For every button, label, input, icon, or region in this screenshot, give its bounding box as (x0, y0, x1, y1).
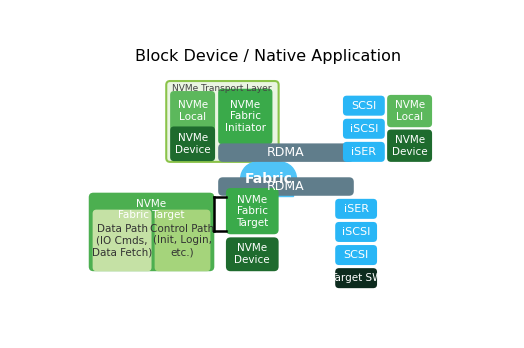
FancyBboxPatch shape (218, 177, 354, 196)
Circle shape (255, 159, 282, 187)
Text: iSCSI: iSCSI (342, 227, 370, 237)
Text: Target SW: Target SW (330, 273, 383, 283)
FancyBboxPatch shape (335, 222, 377, 242)
Text: iSER: iSER (344, 204, 368, 214)
FancyBboxPatch shape (218, 143, 354, 162)
Circle shape (241, 162, 275, 196)
Text: SCSI: SCSI (351, 101, 377, 111)
Text: NVMe
Fabric Target: NVMe Fabric Target (118, 199, 185, 220)
FancyBboxPatch shape (387, 129, 432, 162)
Text: SCSI: SCSI (344, 250, 369, 260)
FancyBboxPatch shape (170, 91, 215, 131)
FancyBboxPatch shape (335, 268, 377, 288)
Text: iSER: iSER (352, 147, 376, 157)
Text: Block Device / Native Application: Block Device / Native Application (136, 49, 401, 64)
FancyBboxPatch shape (335, 245, 377, 265)
Circle shape (263, 162, 297, 196)
Text: NVMe
Local: NVMe Local (178, 100, 208, 122)
FancyBboxPatch shape (226, 188, 279, 234)
Text: Data Path
(IO Cmds,
Data Fetch): Data Path (IO Cmds, Data Fetch) (92, 224, 152, 257)
FancyBboxPatch shape (335, 199, 377, 219)
FancyBboxPatch shape (218, 89, 272, 144)
Circle shape (239, 174, 261, 196)
Text: NVMe Transport Layer: NVMe Transport Layer (172, 84, 272, 93)
Text: Control Path
(Init, Login,
etc.): Control Path (Init, Login, etc.) (150, 224, 215, 257)
Text: NVMe
Fabric
Initiator: NVMe Fabric Initiator (225, 100, 266, 133)
FancyBboxPatch shape (93, 209, 151, 271)
Text: NVMe
Local: NVMe Local (395, 100, 424, 122)
Circle shape (276, 174, 298, 196)
Text: RDMA: RDMA (267, 146, 305, 159)
Text: iSCSI: iSCSI (350, 124, 378, 134)
FancyBboxPatch shape (170, 126, 215, 161)
FancyBboxPatch shape (343, 119, 385, 139)
FancyBboxPatch shape (387, 95, 432, 127)
Text: NVMe
Device: NVMe Device (234, 244, 270, 265)
Text: NVMe
Device: NVMe Device (392, 135, 428, 157)
FancyBboxPatch shape (89, 193, 214, 271)
FancyBboxPatch shape (166, 81, 279, 162)
Text: NVMe
Fabric
Target: NVMe Fabric Target (236, 195, 268, 228)
Text: RDMA: RDMA (267, 180, 305, 193)
Text: Fabric: Fabric (245, 172, 292, 186)
FancyBboxPatch shape (343, 96, 385, 116)
FancyBboxPatch shape (155, 209, 211, 271)
FancyBboxPatch shape (343, 142, 385, 162)
Bar (244, 179, 293, 196)
FancyBboxPatch shape (226, 237, 279, 271)
Text: NVMe
Device: NVMe Device (175, 133, 211, 155)
